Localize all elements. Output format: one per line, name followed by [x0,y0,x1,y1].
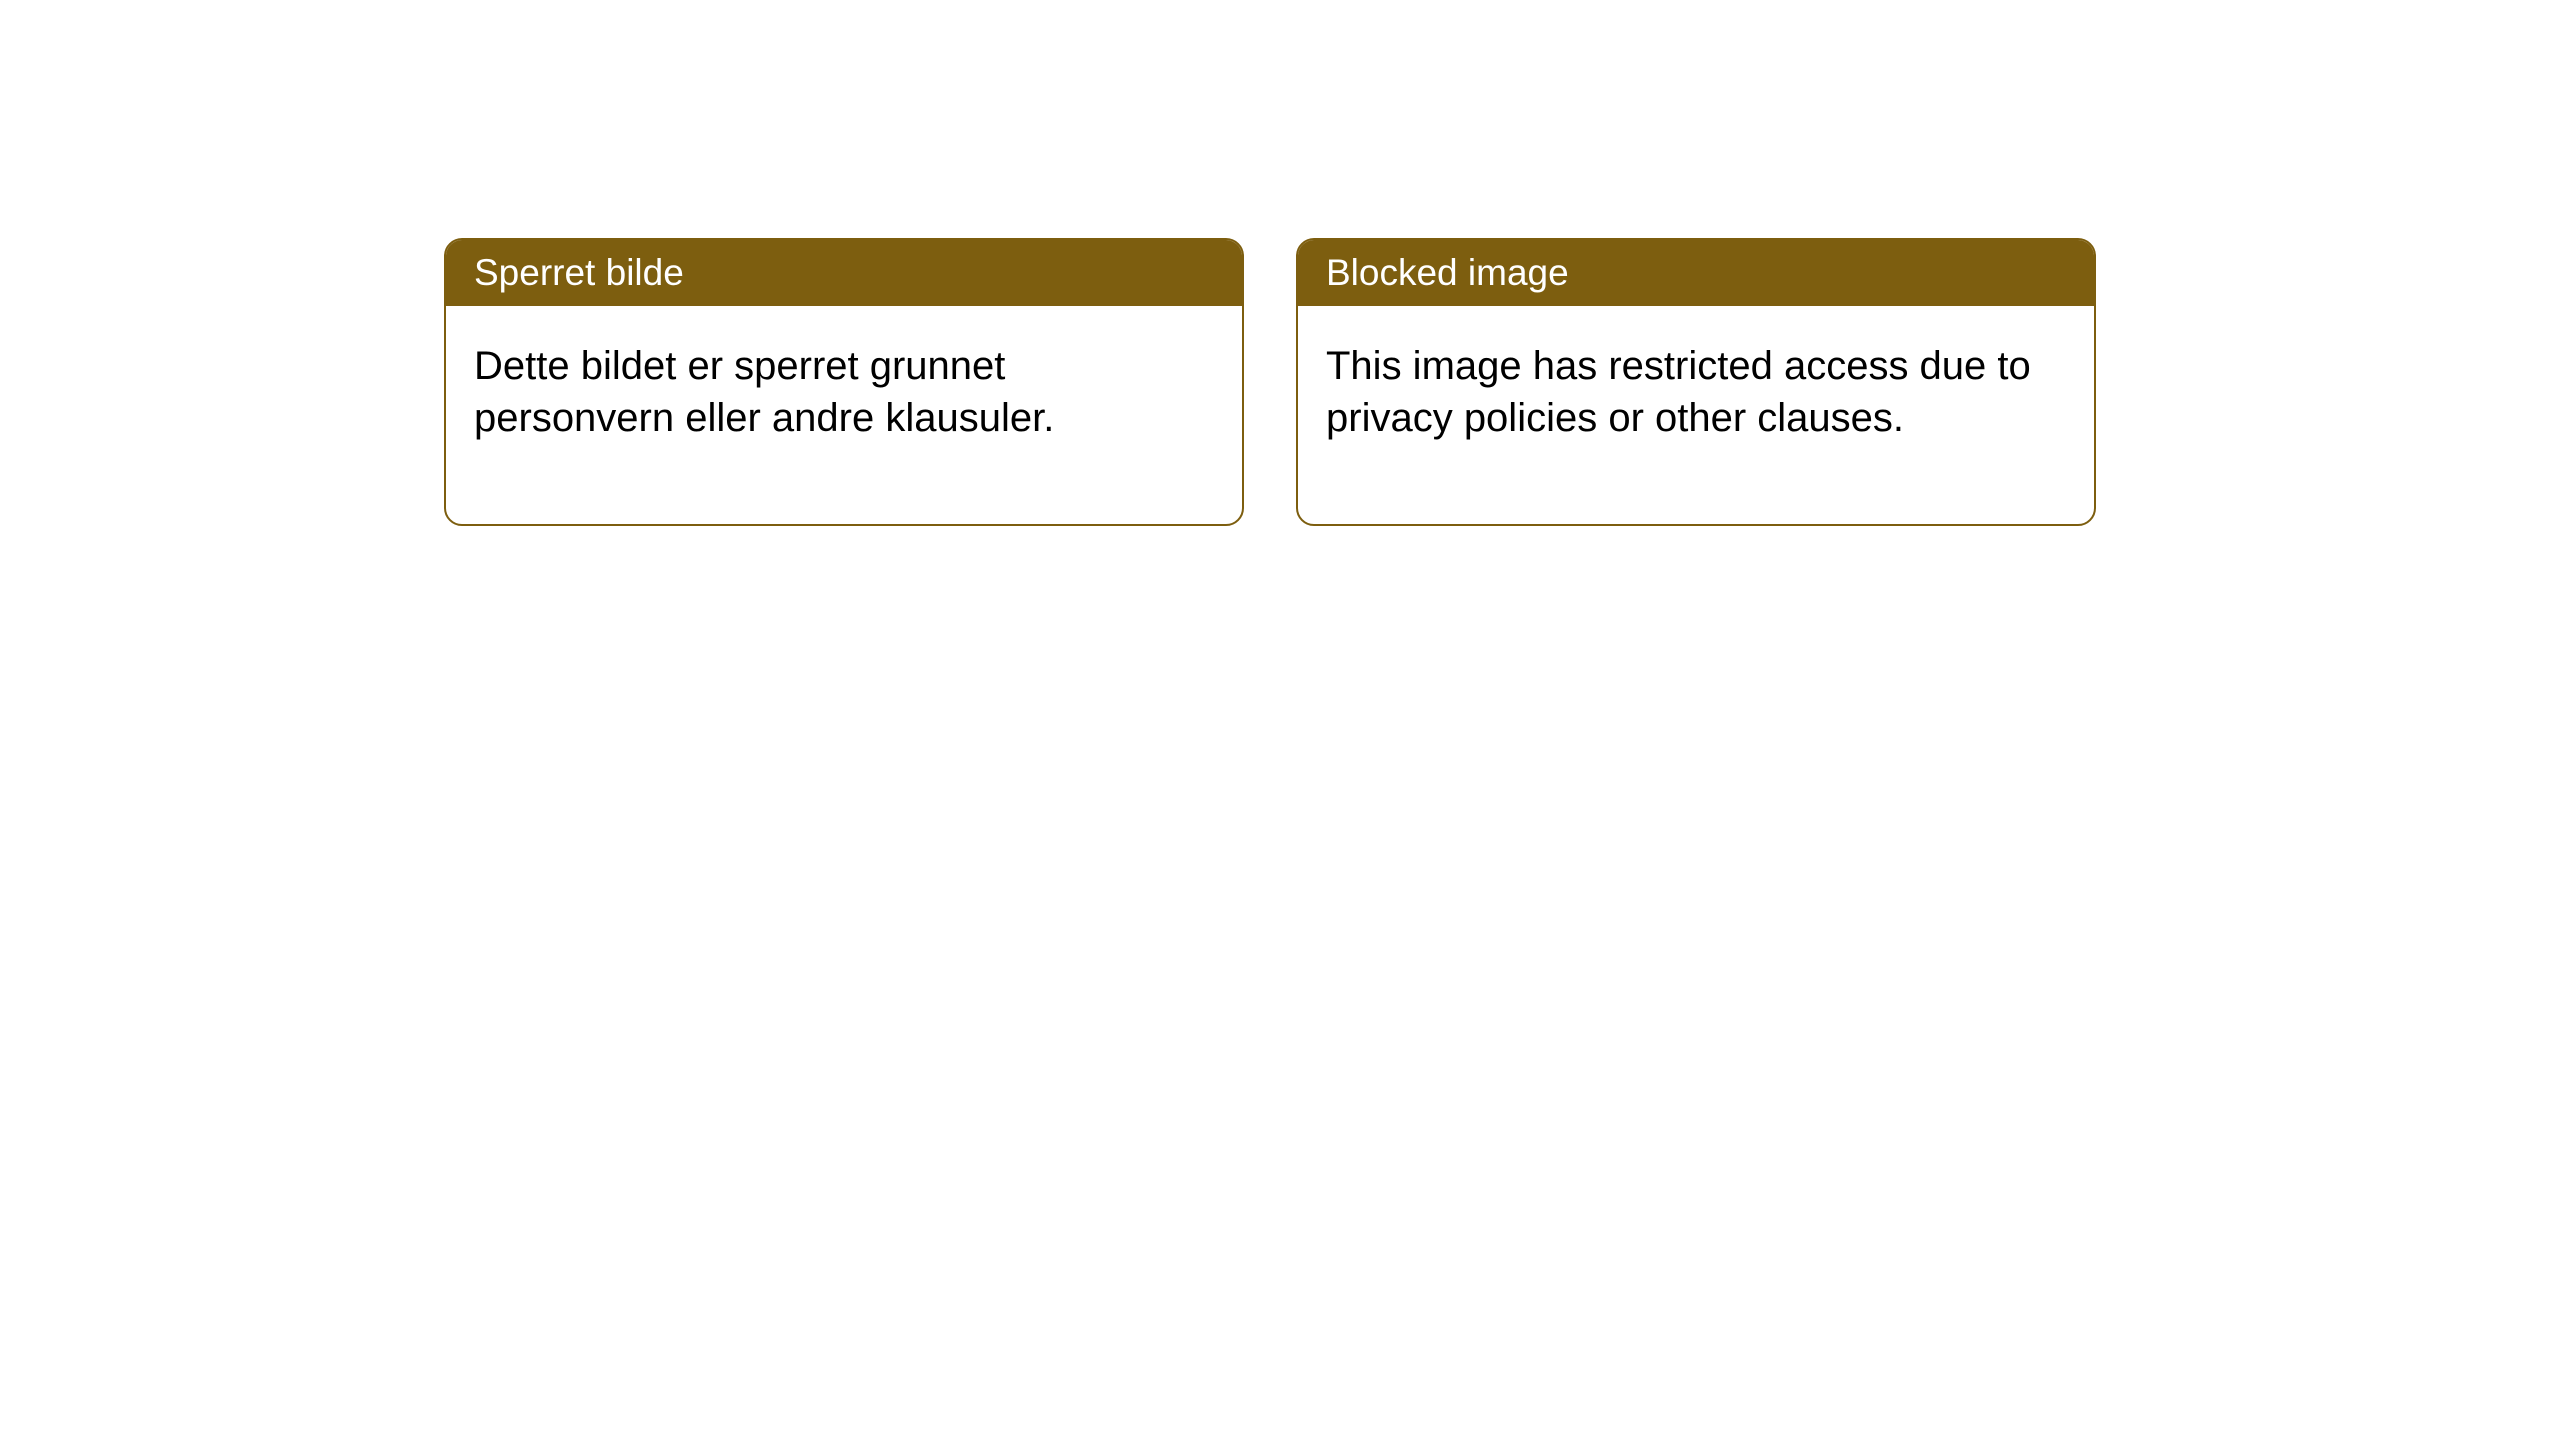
notice-title-english: Blocked image [1298,240,2094,306]
notice-container: Sperret bilde Dette bildet er sperret gr… [0,0,2560,526]
notice-card-english: Blocked image This image has restricted … [1296,238,2096,526]
notice-body-english: This image has restricted access due to … [1298,306,2094,524]
notice-body-norwegian: Dette bildet er sperret grunnet personve… [446,306,1242,524]
notice-card-norwegian: Sperret bilde Dette bildet er sperret gr… [444,238,1244,526]
notice-title-norwegian: Sperret bilde [446,240,1242,306]
